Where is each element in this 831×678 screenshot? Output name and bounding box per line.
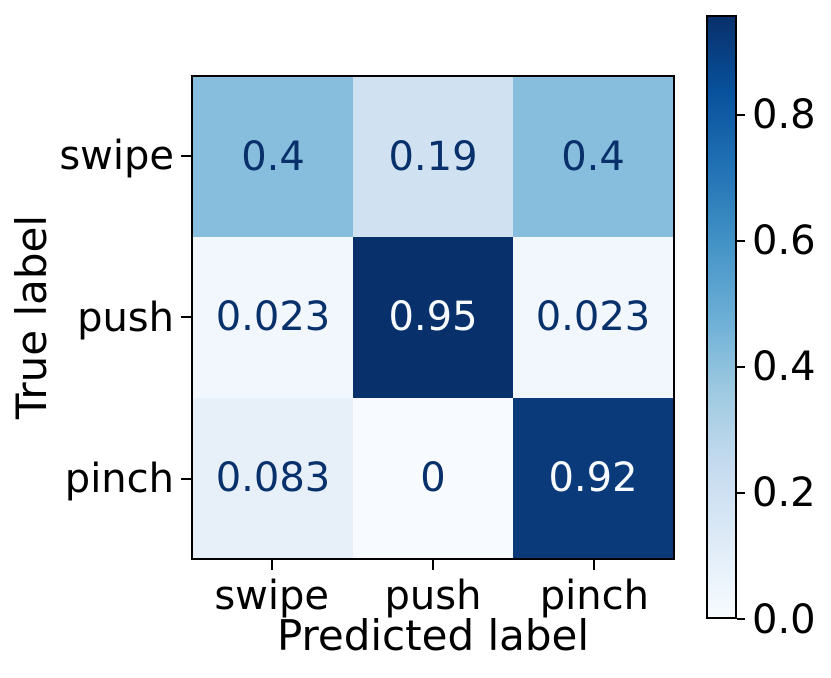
x-axis-tick-labels: swipe push pinch: [191, 574, 675, 618]
x-tick-label-push: push: [384, 573, 482, 619]
x-axis-title: Predicted label: [276, 611, 590, 660]
x-tick-mark: [432, 560, 434, 570]
matrix-cell: 0.023: [513, 237, 673, 398]
colorbar-tick-label: 0.4: [752, 344, 816, 390]
colorbar-tick-mark: [737, 618, 745, 620]
matrix-cell: 0.023: [193, 237, 353, 398]
y-axis-title: True label: [7, 214, 56, 420]
matrix-cell: 0.4: [513, 77, 673, 238]
y-tick-mark: [181, 155, 191, 157]
colorbar-tick-mark: [737, 366, 745, 368]
colorbar-tick-label: 0.0: [752, 597, 816, 643]
colorbar-tick-mark: [737, 114, 745, 116]
heatmap-grid: 0.4 0.19 0.4 0.023 0.95 0.023 0.083 0 0.…: [191, 75, 675, 560]
y-tick-label-swipe: swipe: [59, 132, 174, 179]
x-tick-mark: [593, 560, 595, 570]
colorbar-tick-label: 0.2: [752, 470, 816, 516]
y-tick-label-pinch: pinch: [64, 456, 174, 503]
y-axis-tick-labels: swipe push pinch: [0, 75, 178, 560]
colorbar-tick-label: 0.8: [752, 92, 816, 138]
y-tick-label-push: push: [77, 294, 174, 341]
matrix-cell: 0.4: [193, 77, 353, 238]
colorbar-tick-label: 0.6: [752, 218, 816, 264]
matrix-cell: 0.19: [353, 77, 513, 238]
matrix-cell: 0.083: [193, 397, 353, 558]
matrix-cell: 0.92: [513, 397, 673, 558]
x-tick-label-pinch: pinch: [539, 573, 649, 619]
y-tick-mark: [181, 316, 191, 318]
matrix-cell: 0.95: [353, 237, 513, 398]
matrix-cell: 0: [353, 397, 513, 558]
colorbar-tick-mark: [737, 240, 745, 242]
colorbar: [706, 15, 737, 619]
colorbar-tick-mark: [737, 492, 745, 494]
y-tick-mark: [181, 478, 191, 480]
x-tick-mark: [271, 560, 273, 570]
x-tick-label-swipe: swipe: [214, 573, 329, 619]
